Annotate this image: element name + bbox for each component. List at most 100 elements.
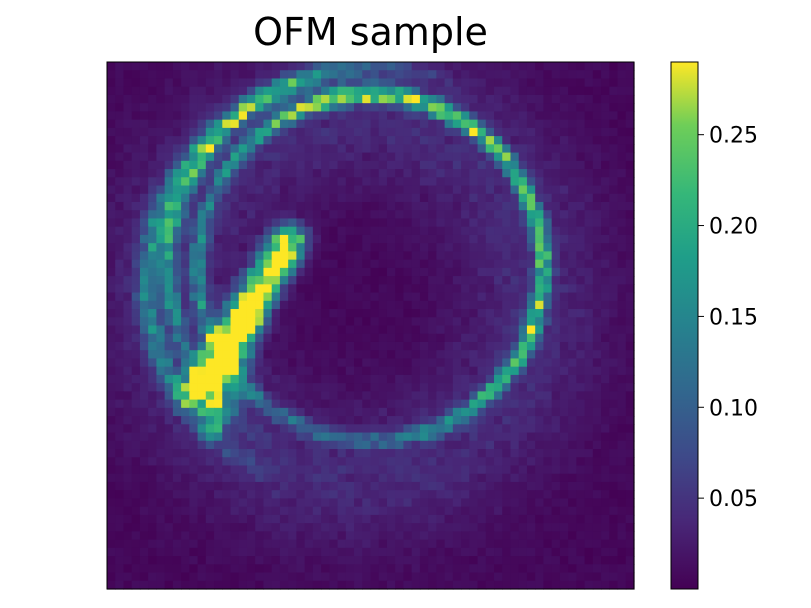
heatmap-cell bbox=[584, 243, 594, 252]
heatmap-cell bbox=[419, 185, 429, 195]
heatmap-cell bbox=[592, 556, 602, 565]
heatmap-cell bbox=[461, 465, 470, 475]
heatmap-cell bbox=[255, 317, 265, 327]
heatmap-cell bbox=[609, 531, 619, 541]
heatmap-cell bbox=[263, 317, 273, 327]
heatmap-cell bbox=[189, 276, 199, 285]
heatmap-cell bbox=[436, 547, 446, 557]
heatmap-cell bbox=[419, 78, 429, 88]
heatmap-cell bbox=[395, 457, 405, 467]
heatmap-cell bbox=[584, 416, 594, 425]
heatmap-cell bbox=[370, 218, 380, 228]
heatmap-cell bbox=[321, 144, 330, 154]
heatmap-cell bbox=[461, 193, 470, 203]
heatmap-cell bbox=[436, 391, 446, 401]
heatmap-cell bbox=[288, 193, 297, 203]
heatmap-cell bbox=[189, 449, 199, 458]
heatmap-cell bbox=[592, 243, 602, 252]
heatmap-cell bbox=[304, 556, 314, 565]
heatmap-cell bbox=[354, 391, 363, 401]
heatmap-cell bbox=[230, 144, 240, 154]
heatmap-cell bbox=[139, 374, 149, 384]
heatmap-cell bbox=[386, 78, 396, 88]
heatmap-cell bbox=[156, 119, 166, 129]
heatmap-cell bbox=[551, 547, 561, 557]
heatmap-cell bbox=[354, 564, 363, 574]
heatmap-cell bbox=[354, 457, 363, 467]
heatmap-cell bbox=[230, 276, 240, 285]
heatmap-cell bbox=[543, 152, 553, 162]
heatmap-cell bbox=[386, 432, 396, 442]
heatmap-cell bbox=[205, 523, 215, 532]
heatmap-cell bbox=[551, 284, 561, 294]
heatmap-cell bbox=[568, 210, 577, 220]
heatmap-cell bbox=[238, 136, 248, 145]
heatmap-cell bbox=[535, 481, 545, 491]
heatmap-cell bbox=[444, 514, 454, 524]
heatmap-cell bbox=[518, 210, 528, 220]
heatmap-cell bbox=[403, 350, 413, 360]
heatmap-cell bbox=[510, 160, 520, 170]
heatmap-cell bbox=[428, 226, 437, 236]
heatmap-cell bbox=[164, 78, 174, 88]
heatmap-cell bbox=[477, 506, 487, 516]
heatmap-cell bbox=[477, 358, 487, 368]
heatmap-cell bbox=[485, 366, 495, 376]
heatmap-cell bbox=[584, 152, 594, 162]
heatmap-cell bbox=[107, 276, 116, 285]
heatmap-cell bbox=[568, 177, 577, 187]
heatmap-cell bbox=[189, 152, 199, 162]
heatmap-cell bbox=[246, 440, 256, 450]
heatmap-cell bbox=[189, 234, 199, 244]
heatmap-cell bbox=[296, 169, 306, 178]
heatmap-cell bbox=[592, 547, 602, 557]
heatmap-cell bbox=[502, 457, 512, 467]
heatmap-cell bbox=[543, 523, 553, 532]
heatmap-cell bbox=[139, 259, 149, 269]
heatmap-cell bbox=[329, 333, 339, 343]
heatmap-cell bbox=[411, 383, 421, 392]
heatmap-cell bbox=[526, 185, 536, 195]
heatmap-cell bbox=[386, 317, 396, 327]
heatmap-cell bbox=[469, 226, 479, 236]
heatmap-cell bbox=[444, 564, 454, 574]
heatmap-cell bbox=[139, 580, 149, 590]
heatmap-cell bbox=[378, 292, 388, 302]
heatmap-cell bbox=[461, 416, 470, 425]
heatmap-cell bbox=[584, 506, 594, 516]
heatmap-cell bbox=[222, 103, 232, 112]
heatmap-cell bbox=[139, 457, 149, 467]
heatmap-cell bbox=[617, 284, 627, 294]
heatmap-cell bbox=[436, 136, 446, 145]
heatmap-cell bbox=[345, 309, 355, 318]
heatmap-cell bbox=[197, 407, 207, 417]
heatmap-cell bbox=[148, 399, 157, 409]
heatmap-cell bbox=[378, 201, 388, 211]
heatmap-cell bbox=[559, 341, 569, 351]
heatmap-cell bbox=[576, 424, 586, 434]
heatmap-cell bbox=[526, 539, 536, 549]
heatmap-cell bbox=[452, 572, 462, 582]
heatmap-cell bbox=[502, 399, 512, 409]
heatmap-cell bbox=[123, 490, 133, 500]
heatmap-cell bbox=[477, 333, 487, 343]
heatmap-cell bbox=[222, 86, 232, 96]
heatmap-cell bbox=[189, 432, 199, 442]
heatmap-cell bbox=[428, 572, 437, 582]
heatmap-cell bbox=[148, 350, 157, 360]
heatmap-cell bbox=[337, 366, 347, 376]
heatmap-cell bbox=[222, 481, 232, 491]
heatmap-cell bbox=[395, 284, 405, 294]
heatmap-cell bbox=[354, 424, 363, 434]
heatmap-cell bbox=[362, 473, 372, 483]
heatmap-cell bbox=[485, 358, 495, 368]
heatmap-cell bbox=[378, 424, 388, 434]
heatmap-cell bbox=[543, 481, 553, 491]
heatmap-cell bbox=[461, 177, 470, 187]
heatmap-cell bbox=[148, 193, 157, 203]
heatmap-cell bbox=[609, 234, 619, 244]
heatmap-cell bbox=[584, 317, 594, 327]
heatmap-cell bbox=[189, 317, 199, 327]
heatmap-cell bbox=[502, 539, 512, 549]
heatmap-cell bbox=[123, 201, 133, 211]
